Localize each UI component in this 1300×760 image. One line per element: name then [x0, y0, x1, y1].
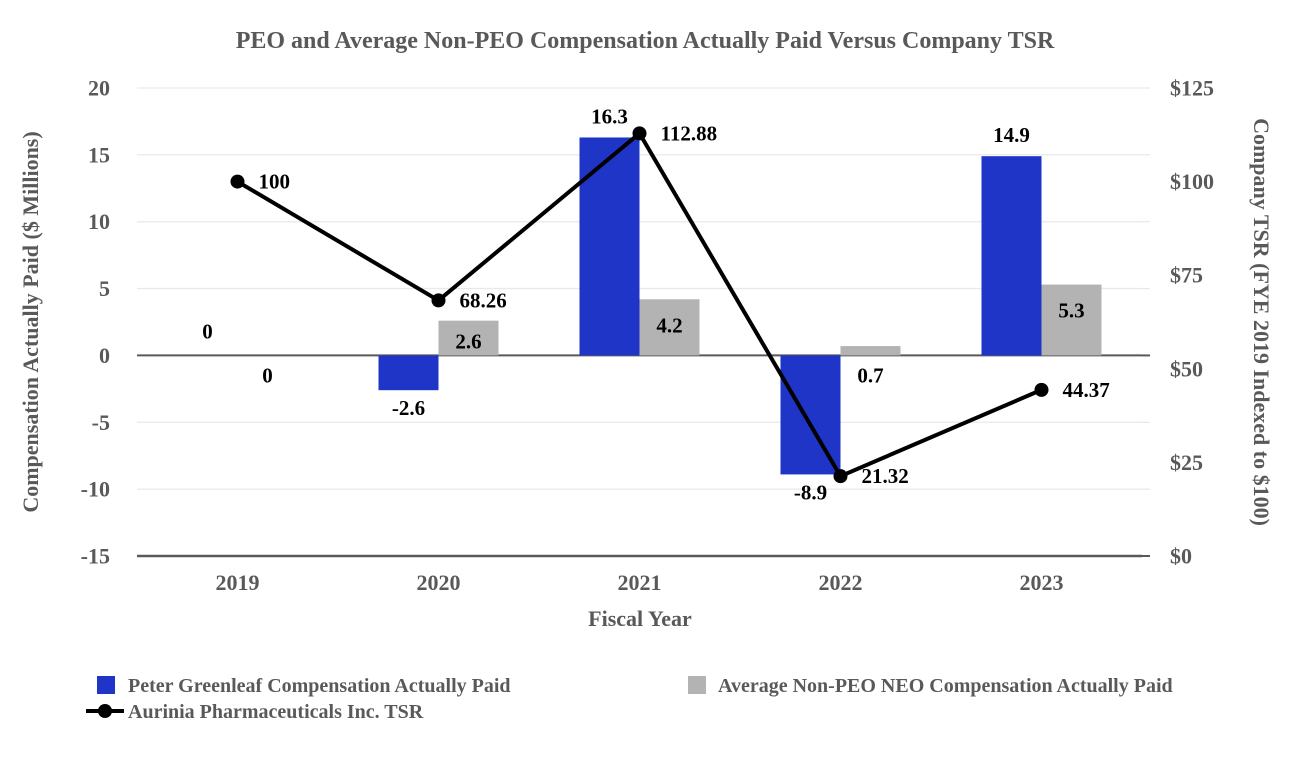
x-axis-tick-label: 2019 [216, 570, 260, 595]
tsr-marker [431, 293, 446, 308]
non-peo-bar [1041, 284, 1102, 356]
right-axis-title: Company TSR (FYE 2019 Indexed to $100) [1249, 118, 1274, 526]
tsr-point-label: 112.88 [661, 121, 718, 145]
peo-bar-label: -8.9 [794, 480, 827, 504]
tsr-marker [230, 174, 245, 189]
chart-title: PEO and Average Non-PEO Compensation Act… [236, 28, 1055, 54]
left-axis-tick-label: 15 [88, 142, 110, 167]
non-peo-bar [840, 346, 901, 356]
peo-bar [780, 355, 841, 475]
tsr-point-label: 100 [259, 170, 291, 194]
right-axis-tick-label: $125 [1170, 76, 1214, 101]
non-peo-bar-label: 0 [262, 363, 273, 387]
non-peo-bar-label: 4.2 [656, 313, 682, 337]
peo-bar-label: 14.9 [993, 123, 1030, 147]
x-axis-tick-label: 2023 [1020, 570, 1064, 595]
tsr-marker [833, 469, 848, 484]
tsr-point-label: 68.26 [460, 288, 507, 312]
peo-bar-label: 16.3 [591, 104, 628, 128]
tsr-marker [1034, 382, 1049, 397]
x-axis-tick-label: 2021 [618, 570, 662, 595]
legend-swatch-peo-bar [97, 676, 115, 694]
x-axis-tick-label: 2020 [417, 570, 461, 595]
legend-tsr-dot-marker [98, 704, 112, 718]
x-axis-tick-label: 2022 [819, 570, 863, 595]
legend-label-tsr: Aurinia Pharmaceuticals Inc. TSR [128, 701, 424, 723]
left-axis-tick-label: 10 [88, 209, 110, 234]
peo-bar [378, 355, 439, 391]
left-axis-tick-label: -10 [81, 477, 110, 502]
peo-bar-label: -2.6 [392, 396, 425, 420]
non-peo-bar-label: 2.6 [455, 329, 481, 353]
legend: Peter Greenleaf Compensation Actually Pa… [86, 675, 1173, 723]
tsr-point-label: 44.37 [1063, 378, 1110, 402]
non-peo-bar-label: 5.3 [1058, 299, 1084, 323]
legend-label-peo: Peter Greenleaf Compensation Actually Pa… [128, 675, 511, 697]
peo-bar [981, 156, 1042, 356]
right-axis-tick-label: $75 [1170, 263, 1203, 288]
left-axis-tick-label: 20 [88, 76, 110, 101]
non-peo-bar-label: 0.7 [857, 363, 883, 387]
left-axis-tick-label: 0 [99, 343, 110, 368]
tsr-point-label: 21.32 [862, 464, 909, 488]
left-axis-tick-label: -5 [92, 410, 110, 435]
non-peo-bar [639, 299, 700, 356]
right-axis-tick-label: $25 [1170, 450, 1203, 475]
right-axis-tick-label: $100 [1170, 169, 1214, 194]
legend-swatch-non-peo-bar [688, 676, 706, 694]
left-axis-tick-label: 5 [99, 276, 110, 301]
peo-bar-label: 0 [202, 319, 213, 343]
right-axis-tick-label: $50 [1170, 356, 1203, 381]
peo-bar [579, 137, 640, 356]
left-axis-tick-label: -15 [81, 544, 110, 569]
right-axis-tick-label: $0 [1170, 544, 1192, 569]
plot-area: 20 15 10 5 0 -5 -10 -15 $125 $100 $75 $50 $25 $0 2019 2… [81, 76, 1214, 596]
left-axis-title: Compensation Actually Paid ($ Millions) [18, 131, 43, 512]
legend-label-non-peo: Average Non-PEO NEO Compensation Actuall… [718, 675, 1173, 697]
tsr-marker [632, 126, 647, 141]
x-axis-title: Fiscal Year [588, 606, 692, 631]
non-peo-bar [438, 320, 499, 356]
